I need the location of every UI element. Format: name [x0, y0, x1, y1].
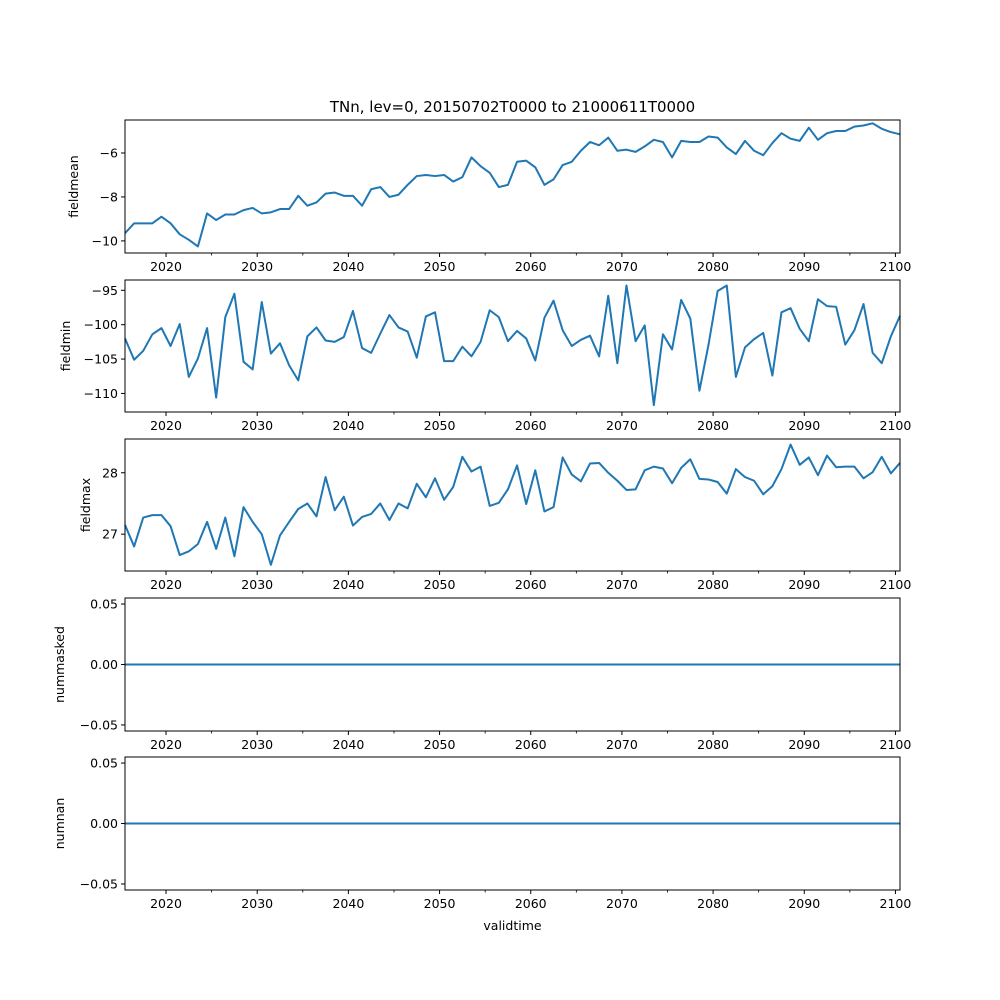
panel-fieldmean: −10 −8 −6 fieldmean 2020 2030 2040 2050 2060 2070… — [66, 119, 912, 274]
fieldmax-xtick-label: 2100 — [880, 577, 912, 592]
numnan-xtick-label: 2030 — [241, 896, 273, 911]
fieldmean-xtick-label: 2100 — [880, 259, 912, 274]
fieldmean-xtick-label: 2090 — [788, 259, 820, 274]
fieldmin-xtick-label: 2070 — [606, 418, 638, 433]
subplots: −10 −8 −6 fieldmean 2020 2030 2040 2050 2060 2070… — [52, 119, 912, 911]
nummasked-axis-label: nummasked — [52, 626, 67, 703]
fieldmin-ytick-label: −110 — [84, 386, 118, 401]
nummasked-ytick-label: −0.05 — [80, 717, 118, 732]
numnan-xtick-label: 2060 — [515, 896, 547, 911]
fieldmean-axis-label: fieldmean — [66, 155, 81, 217]
numnan-xtick-label: 2040 — [332, 896, 364, 911]
nummasked-xtick-label: 2090 — [788, 737, 820, 752]
fieldmin-xtick-label: 2050 — [424, 418, 456, 433]
nummasked-xtick-label: 2100 — [880, 737, 912, 752]
panel-nummasked: −0.05 0.00 0.05 nummasked 2020 2030 2040 2050 20… — [52, 597, 911, 752]
fieldmin-xtick-label: 2060 — [515, 418, 547, 433]
panel-numnan: −0.05 0.00 0.05 numnan 2020 2030 2040 2050 2060 2… — [52, 756, 911, 911]
fieldmin-xtick-label: 2020 — [150, 418, 182, 433]
fieldmax-axes-frame — [124, 438, 901, 572]
nummasked-xtick-label: 2080 — [697, 737, 729, 752]
fieldmax-series-line — [124, 443, 901, 566]
fieldmax-xtick-label: 2020 — [150, 577, 182, 592]
fieldmax-xtick-label: 2060 — [515, 577, 547, 592]
fieldmean-xtick-label: 2060 — [515, 259, 547, 274]
fieldmax-ytick-label: 27 — [102, 527, 118, 542]
fieldmin-ytick-label: −95 — [92, 283, 118, 298]
fieldmax-xtick-label: 2070 — [606, 577, 638, 592]
panel-fieldmin: −110 −105 −100 −95 fieldmin 2020 2030 2040 2050 2… — [58, 279, 912, 433]
fieldmean-ytick-label: −10 — [92, 233, 118, 248]
x-axis-label: validtime — [483, 918, 541, 933]
fieldmin-xtick-label: 2090 — [788, 418, 820, 433]
fieldmean-ytick-label: −6 — [100, 145, 118, 160]
nummasked-ytick-label: 0.05 — [90, 597, 118, 612]
numnan-xtick-label: 2050 — [424, 896, 456, 911]
panel-fieldmax: 27 28 fieldmax 2020 2030 2040 2050 2060 2070 2080… — [78, 438, 912, 592]
fieldmin-xtick-label: 2030 — [241, 418, 273, 433]
numnan-ytick-label: 0.00 — [90, 816, 118, 831]
numnan-ytick-label: 0.05 — [90, 756, 118, 771]
fieldmean-xtick-label: 2020 — [150, 259, 182, 274]
fieldmax-xtick-label: 2090 — [788, 577, 820, 592]
fieldmax-axis-label: fieldmax — [78, 478, 93, 532]
fieldmean-xtick-label: 2070 — [606, 259, 638, 274]
fieldmax-xtick-label: 2030 — [241, 577, 273, 592]
fieldmean-ytick-label: −8 — [100, 189, 118, 204]
fieldmin-ytick-label: −100 — [84, 317, 118, 332]
numnan-xtick-label: 2100 — [880, 896, 912, 911]
numnan-axis-label: numnan — [52, 798, 67, 850]
numnan-ytick-label: −0.05 — [80, 876, 118, 891]
fieldmax-xtick-label: 2050 — [424, 577, 456, 592]
fieldmean-axes-frame — [124, 119, 901, 254]
numnan-xtick-label: 2020 — [150, 896, 182, 911]
fieldmean-series-line — [124, 122, 901, 248]
fieldmin-xtick-label: 2100 — [880, 418, 912, 433]
fieldmax-ytick-label: 28 — [102, 465, 118, 480]
numnan-xtick-label: 2080 — [697, 896, 729, 911]
fieldmin-xtick-label: 2080 — [697, 418, 729, 433]
fieldmin-xtick-label: 2040 — [332, 418, 364, 433]
fieldmean-xtick-label: 2050 — [424, 259, 456, 274]
nummasked-xtick-label: 2040 — [332, 737, 364, 752]
fieldmean-xtick-label: 2040 — [332, 259, 364, 274]
nummasked-ytick-label: 0.00 — [90, 657, 118, 672]
nummasked-xtick-label: 2050 — [424, 737, 456, 752]
numnan-xtick-label: 2070 — [606, 896, 638, 911]
nummasked-xtick-label: 2020 — [150, 737, 182, 752]
fieldmax-xtick-label: 2080 — [697, 577, 729, 592]
nummasked-xtick-label: 2060 — [515, 737, 547, 752]
nummasked-xtick-label: 2070 — [606, 737, 638, 752]
nummasked-xtick-label: 2030 — [241, 737, 273, 752]
fieldmean-xtick-label: 2030 — [241, 259, 273, 274]
fieldmin-axis-label: fieldmin — [58, 321, 73, 372]
fieldmean-xtick-label: 2080 — [697, 259, 729, 274]
fieldmin-series-line — [124, 284, 901, 407]
fieldmin-ytick-label: −105 — [84, 352, 118, 367]
fieldmax-xtick-label: 2040 — [332, 577, 364, 592]
chart-title: TNn, lev=0, 20150702T0000 to 21000611T00… — [329, 98, 695, 116]
fieldmin-axes-frame — [124, 279, 901, 413]
numnan-xtick-label: 2090 — [788, 896, 820, 911]
